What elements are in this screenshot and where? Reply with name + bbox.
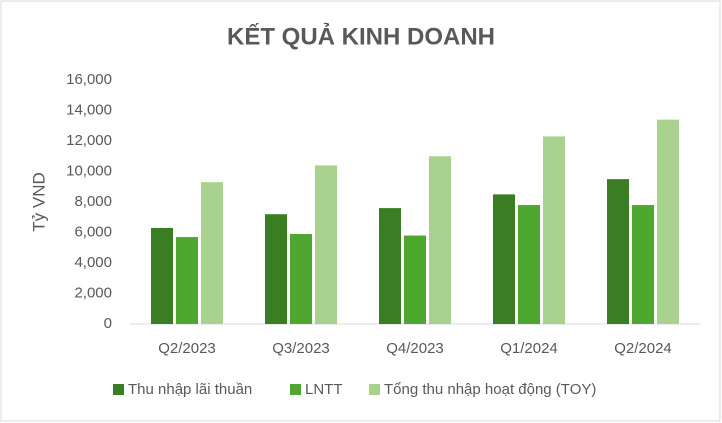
x-tick-label: Q2/2023 <box>158 340 216 357</box>
x-tick-label: Q3/2023 <box>272 340 330 357</box>
y-tick-label: 0 <box>104 315 112 332</box>
bar <box>404 235 426 324</box>
chart-title: KẾT QUẢ KINH DOANH <box>227 21 495 50</box>
y-tick-label: 6,000 <box>74 223 112 240</box>
legend-swatch <box>290 384 301 395</box>
legend-swatch <box>369 384 380 395</box>
x-tick-label: Q2/2024 <box>614 340 672 357</box>
bar <box>657 119 679 325</box>
legend-swatch <box>113 384 124 395</box>
bar <box>290 234 312 324</box>
y-tick-label: 12,000 <box>66 132 112 149</box>
bar <box>429 156 451 324</box>
y-tick-label: 16,000 <box>66 71 112 88</box>
bar <box>607 179 629 324</box>
bar <box>493 194 515 324</box>
bar <box>518 205 540 324</box>
y-axis-label: Tỷ VND <box>29 172 48 232</box>
bar <box>543 136 565 324</box>
y-tick-label: 10,000 <box>66 162 112 179</box>
x-tick-label: Q1/2024 <box>500 340 558 357</box>
legend-label: LNTT <box>305 381 343 398</box>
bar <box>379 208 401 324</box>
y-tick-label: 14,000 <box>66 101 112 118</box>
legend-label: Tổng thu nhập hoạt động (TOY) <box>384 381 596 398</box>
legend-label: Thu nhập lãi thuần <box>128 381 252 398</box>
y-tick-label: 2,000 <box>74 284 112 301</box>
bar <box>632 205 654 324</box>
bar <box>315 165 337 324</box>
bar <box>151 227 173 324</box>
bar <box>265 214 287 324</box>
x-tick-label: Q4/2023 <box>386 340 444 357</box>
bar <box>201 182 223 324</box>
bar <box>176 237 198 324</box>
y-tick-label: 4,000 <box>74 254 112 271</box>
y-tick-label: 8,000 <box>74 193 112 210</box>
